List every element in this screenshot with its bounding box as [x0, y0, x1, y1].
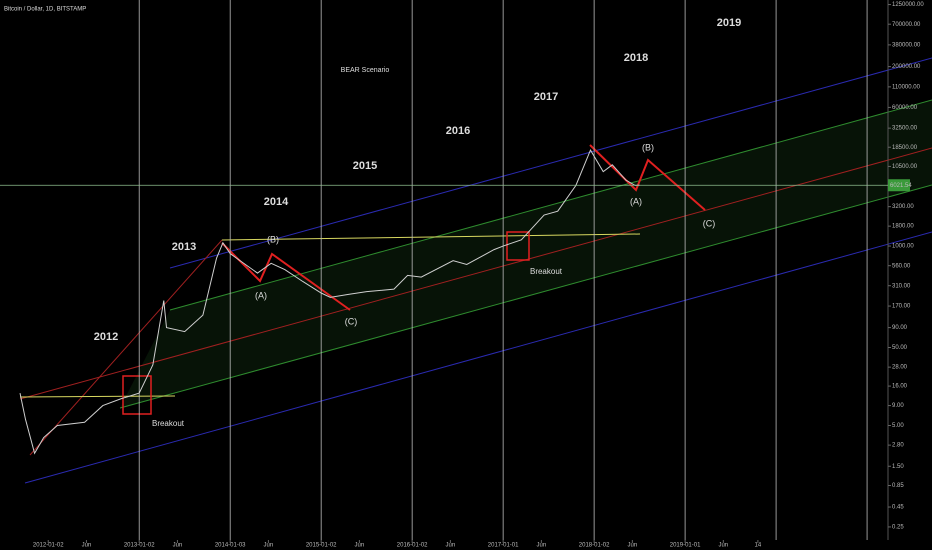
annotation: (B)	[642, 142, 654, 152]
y-tick-label: 32500.00	[892, 126, 918, 132]
price-line	[19, 148, 640, 455]
y-tick-label: 18500.00	[892, 145, 918, 151]
annotation: 2014	[264, 196, 289, 208]
annotation: (B)	[267, 234, 279, 244]
channel-line	[169, 57, 932, 269]
y-tick-label: 90.00	[892, 325, 908, 331]
y-tick-label: 200000.00	[892, 64, 921, 70]
x-tick-label: Jun	[82, 543, 92, 549]
breakout-box	[122, 375, 152, 415]
annotation: 2013	[172, 241, 196, 253]
annotation: (A)	[630, 196, 642, 206]
y-tick-label: 3200.00	[892, 204, 914, 210]
channel-line	[119, 184, 932, 409]
resistance-line	[19, 395, 176, 398]
x-tick-label: Jun	[446, 543, 456, 549]
y-tick-label: 0.25	[892, 525, 904, 531]
x-tick-label: Jun	[627, 543, 637, 549]
y-tick-label: 310.00	[892, 283, 911, 289]
channel-fill	[120, 100, 932, 408]
annotation: Breakout	[152, 419, 185, 428]
channel-line	[19, 147, 932, 400]
y-tick-label: 16.00	[892, 384, 908, 390]
y-tick-label: 60000.00	[892, 105, 918, 111]
x-tick-label: 2012-01-02	[33, 543, 64, 549]
y-tick-label: 1000.00	[892, 244, 914, 250]
annotation: (C)	[703, 218, 716, 228]
annotation: BEAR Scenario	[341, 67, 390, 74]
y-tick-label: 0.85	[892, 483, 904, 489]
chart-title: Bitcoin / Dollar, 1D, BITSTAMP	[4, 7, 86, 13]
y-tick-label: 700000.00	[892, 22, 921, 28]
annotation: 2016	[446, 125, 470, 137]
x-tick-label: 2014-01-03	[215, 543, 246, 549]
y-tick-label: 110000.00	[892, 84, 921, 90]
x-tick-label: Jun	[173, 543, 183, 549]
y-tick-label: 170.00	[892, 304, 911, 310]
channel-line	[169, 99, 932, 311]
x-tick-label: 2017-01-01	[488, 543, 519, 549]
annotation: 2015	[353, 160, 377, 172]
x-tick-label: 2015-01-02	[306, 543, 337, 549]
x-tick-label: 2018-01-02	[579, 543, 610, 549]
x-tick-label: 2013-01-02	[124, 543, 155, 549]
y-tick-label: 1800.00	[892, 224, 914, 230]
y-tick-label: 2.80	[892, 443, 904, 449]
y-tick-label: 0.45	[892, 505, 904, 511]
y-tick-label: 1.50	[892, 464, 904, 470]
x-tick-label: Jun	[537, 543, 547, 549]
y-tick-label: 560.00	[892, 263, 911, 269]
channel-line	[24, 231, 932, 484]
channel-drawings	[19, 57, 932, 484]
annotation: 2018	[624, 52, 648, 64]
annotation: 2019	[717, 17, 741, 29]
y-tick-label: 9.00	[892, 403, 904, 409]
annotation: 2012	[94, 331, 118, 343]
y-tick-label: 380000.00	[892, 42, 921, 48]
x-tick-label: 2016-01-02	[397, 543, 428, 549]
annotation: (C)	[345, 316, 358, 326]
y-tick-label: 10500.00	[892, 164, 918, 170]
annotation: 2017	[534, 91, 558, 103]
breakout-box	[506, 231, 530, 261]
price-label: 6021.54	[890, 183, 912, 189]
trend-line	[29, 239, 223, 456]
y-tick-label: 28.00	[892, 365, 908, 371]
price-label-box	[888, 179, 910, 192]
resistance-line	[221, 233, 641, 241]
x-tick-label: Jun	[718, 543, 728, 549]
x-tick-label: 2019-01-01	[670, 543, 701, 549]
x-tick-label: Jun	[264, 543, 274, 549]
y-tick-label: 5.00	[892, 423, 904, 429]
y-tick-label: 1250000.00	[892, 2, 924, 8]
x-tick-label: 14	[755, 543, 762, 549]
y-tick-label: 50.00	[892, 345, 908, 351]
x-tick-label: Jun	[355, 543, 365, 549]
annotation: (A)	[255, 290, 267, 300]
annotation: Breakout	[530, 267, 563, 276]
